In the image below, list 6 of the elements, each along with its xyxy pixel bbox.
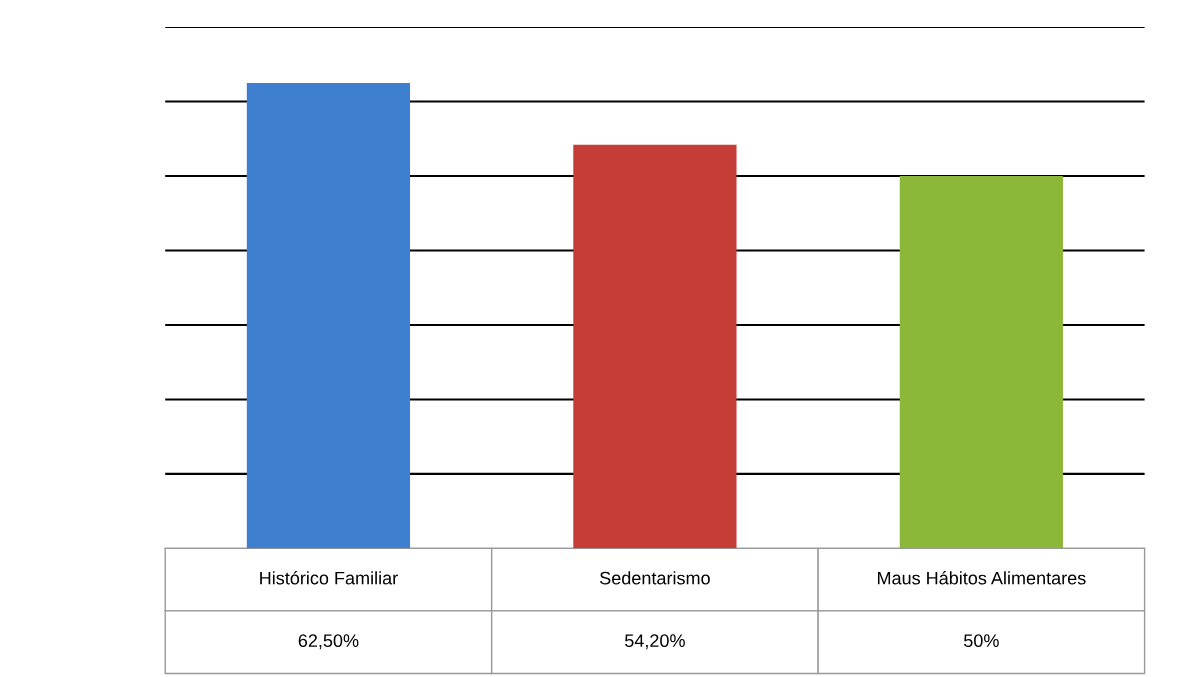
x-tick-label: Maus Hábitos Alimentares (877, 571, 1086, 585)
data-label: 54,20% (625, 634, 685, 650)
data-label: 62,50% (298, 634, 359, 650)
x-tick-label: Sedentarismo (600, 571, 710, 585)
x-tick-label: Histórico Familiar (260, 571, 398, 585)
data-label: 50% (964, 634, 999, 648)
